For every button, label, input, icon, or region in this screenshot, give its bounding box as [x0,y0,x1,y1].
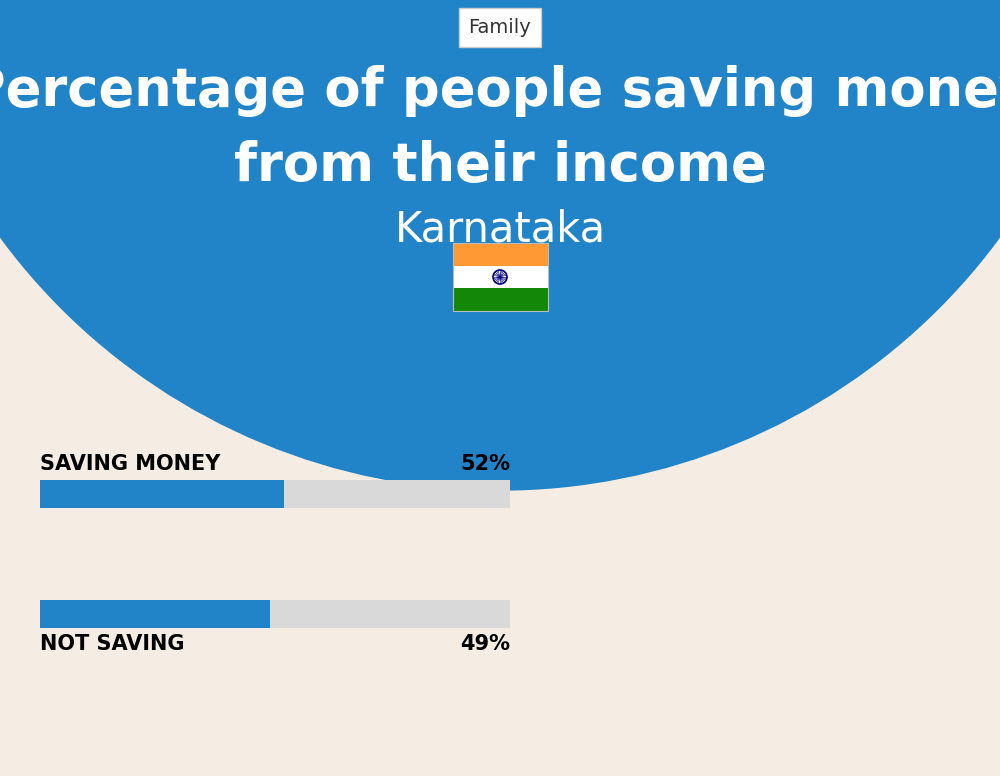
Text: 52%: 52% [460,454,510,474]
Text: NOT SAVING: NOT SAVING [40,634,184,654]
Text: Percentage of people saving money: Percentage of people saving money [0,65,1000,117]
Text: Family: Family [469,18,531,37]
Bar [452,289,548,311]
Text: from their income: from their income [234,140,766,192]
Bar [452,265,548,289]
Bar [40,600,510,628]
Circle shape [0,0,1000,490]
Text: SAVING MONEY: SAVING MONEY [40,454,220,474]
Bar [452,243,548,265]
Bar [452,243,548,311]
Bar [40,480,284,508]
Text: 49%: 49% [460,634,510,654]
Bar [40,600,270,628]
Text: Karnataka: Karnataka [394,208,606,250]
Bar [40,480,510,508]
